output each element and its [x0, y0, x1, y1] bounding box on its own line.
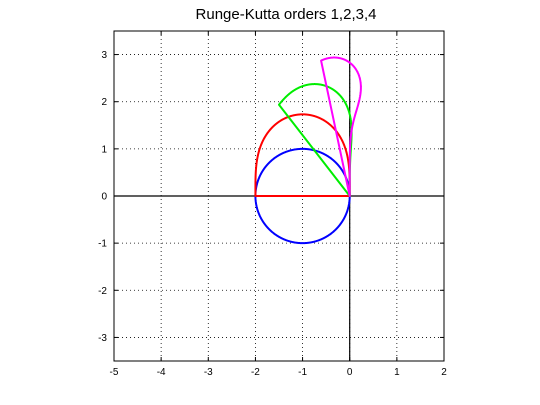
- y-tick-label: -2: [98, 286, 107, 297]
- x-tick-label: -3: [204, 367, 213, 378]
- stability-curve-order-3: [278, 83, 353, 197]
- y-tick-label: 1: [101, 144, 107, 155]
- y-tick-label: 0: [101, 192, 107, 203]
- x-tick-label: 2: [441, 367, 447, 378]
- x-tick-label: -2: [251, 367, 260, 378]
- chart-title: Runge-Kutta orders 1,2,3,4: [196, 6, 377, 23]
- x-tick-label: 0: [347, 367, 353, 378]
- y-tick-label: 2: [101, 97, 107, 108]
- x-tick-label: -1: [298, 367, 307, 378]
- y-tick-label: -3: [98, 333, 107, 344]
- stability-curve-order-4: [320, 56, 362, 197]
- y-tick-label: -1: [98, 239, 107, 250]
- x-tick-label: -4: [157, 367, 166, 378]
- y-tick-label: 3: [101, 50, 107, 61]
- plot-area: [254, 56, 362, 245]
- tick-labels: -5 -4 -3 -2 -1 0 1 2 -3 -2 -1 0 1 2 3: [98, 31, 447, 378]
- x-tick-label: -5: [110, 367, 119, 378]
- x-tick-label: 1: [394, 367, 400, 378]
- stability-curve-order-2: [254, 113, 351, 197]
